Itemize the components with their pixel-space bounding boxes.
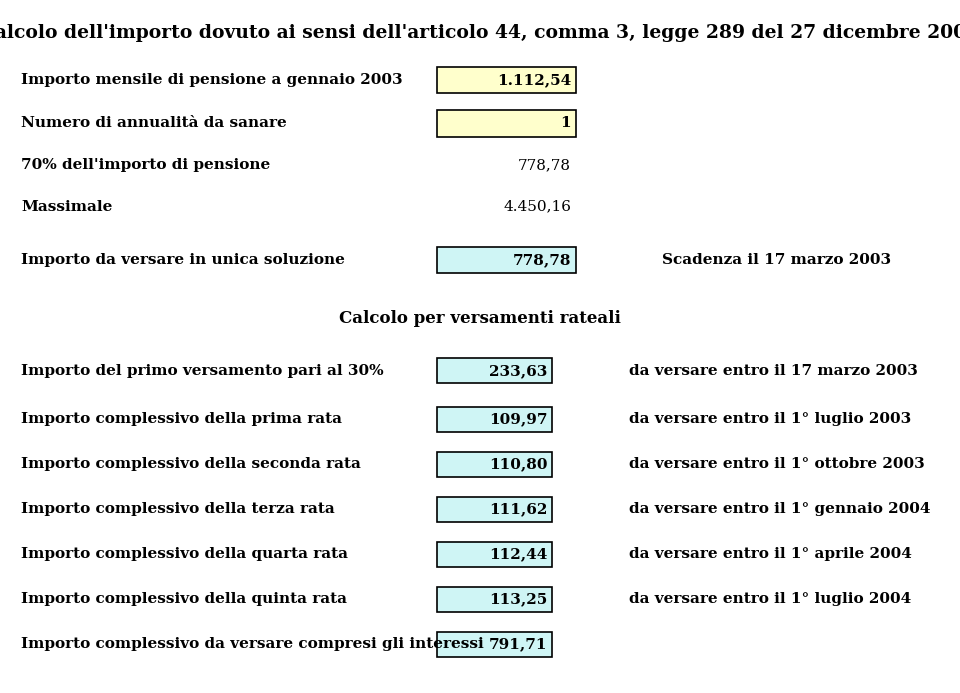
Text: da versare entro il 1° luglio 2003: da versare entro il 1° luglio 2003: [629, 412, 911, 426]
Text: da versare entro il 1° ottobre 2003: da versare entro il 1° ottobre 2003: [629, 457, 924, 471]
FancyBboxPatch shape: [437, 542, 552, 567]
Text: Importo complessivo della terza rata: Importo complessivo della terza rata: [21, 502, 335, 516]
FancyBboxPatch shape: [437, 587, 552, 612]
Text: 4.450,16: 4.450,16: [503, 200, 571, 213]
Text: 109,97: 109,97: [489, 412, 547, 426]
Text: 70% dell'importo di pensione: 70% dell'importo di pensione: [21, 158, 271, 172]
Text: Importo complessivo della quarta rata: Importo complessivo della quarta rata: [21, 547, 348, 561]
Text: Importo del primo versamento pari al 30%: Importo del primo versamento pari al 30%: [21, 364, 384, 378]
Text: 112,44: 112,44: [489, 547, 547, 561]
Text: 113,25: 113,25: [489, 593, 547, 606]
Text: Importo da versare in unica soluzione: Importo da versare in unica soluzione: [21, 253, 345, 267]
Text: 778,78: 778,78: [513, 253, 571, 267]
Text: da versare entro il 1° gennaio 2004: da versare entro il 1° gennaio 2004: [629, 502, 930, 516]
Text: da versare entro il 17 marzo 2003: da versare entro il 17 marzo 2003: [629, 364, 918, 378]
Text: 111,62: 111,62: [489, 502, 547, 516]
Text: 1: 1: [561, 116, 571, 130]
FancyBboxPatch shape: [437, 247, 576, 273]
Text: Scadenza il 17 marzo 2003: Scadenza il 17 marzo 2003: [662, 253, 892, 267]
Text: 791,71: 791,71: [489, 638, 547, 651]
Text: Importo complessivo della quinta rata: Importo complessivo della quinta rata: [21, 593, 348, 606]
Text: Numero di annualità da sanare: Numero di annualità da sanare: [21, 116, 287, 130]
FancyBboxPatch shape: [437, 497, 552, 522]
Text: Calcolo dell'importo dovuto ai sensi dell'articolo 44, comma 3, legge 289 del 27: Calcolo dell'importo dovuto ai sensi del…: [0, 24, 960, 42]
Text: Importo complessivo della prima rata: Importo complessivo della prima rata: [21, 412, 342, 426]
Text: da versare entro il 1° aprile 2004: da versare entro il 1° aprile 2004: [629, 547, 912, 561]
Text: Importo complessivo della seconda rata: Importo complessivo della seconda rata: [21, 457, 361, 471]
FancyBboxPatch shape: [437, 110, 576, 137]
FancyBboxPatch shape: [437, 407, 552, 432]
FancyBboxPatch shape: [437, 358, 552, 383]
Text: Massimale: Massimale: [21, 200, 112, 213]
Text: Importo mensile di pensione a gennaio 2003: Importo mensile di pensione a gennaio 20…: [21, 73, 403, 87]
FancyBboxPatch shape: [437, 632, 552, 657]
Text: 778,78: 778,78: [518, 158, 571, 172]
FancyBboxPatch shape: [437, 452, 552, 477]
Text: Importo complessivo da versare compresi gli interessi: Importo complessivo da versare compresi …: [21, 638, 484, 651]
Text: Calcolo per versamenti rateali: Calcolo per versamenti rateali: [339, 310, 621, 327]
Text: 110,80: 110,80: [489, 457, 547, 471]
Text: 1.112,54: 1.112,54: [497, 73, 571, 87]
Text: da versare entro il 1° luglio 2004: da versare entro il 1° luglio 2004: [629, 593, 911, 606]
Text: 233,63: 233,63: [489, 364, 547, 378]
FancyBboxPatch shape: [437, 67, 576, 93]
